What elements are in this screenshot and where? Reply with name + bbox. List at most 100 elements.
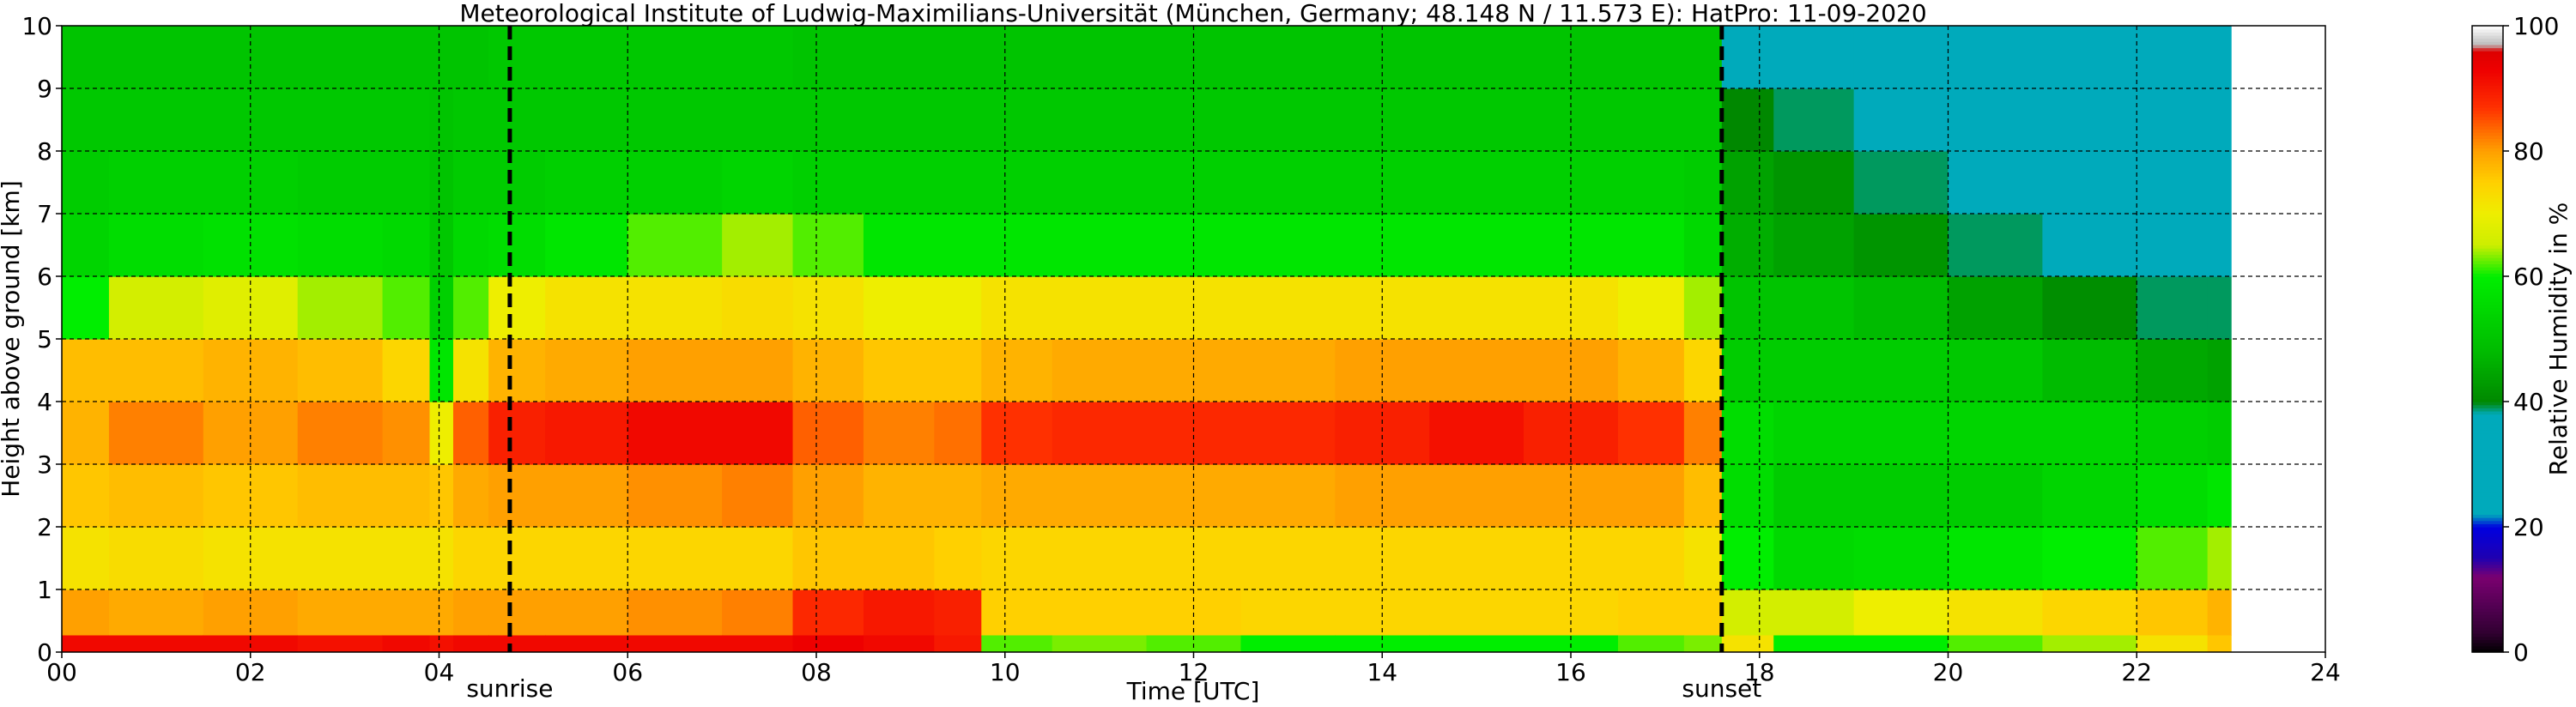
rh-cell	[1721, 214, 1774, 277]
colorbar-segment	[2472, 592, 2503, 596]
colorbar-segment	[2472, 630, 2503, 634]
colorbar-segment	[2472, 116, 2503, 121]
rh-cell	[108, 634, 204, 652]
colorbar-segment	[2472, 32, 2503, 36]
rh-cell	[2207, 276, 2232, 340]
y-tick-label: 5	[37, 325, 52, 354]
colorbar-segment	[2472, 423, 2503, 427]
rh-cell	[1335, 402, 1430, 465]
rh-cell	[863, 88, 935, 152]
rh-cell	[627, 402, 723, 465]
rh-cell	[382, 339, 431, 402]
colorbar-segment	[2472, 288, 2503, 293]
colorbar-segment	[2472, 624, 2503, 628]
rh-cell	[62, 339, 110, 402]
rh-cell	[545, 276, 628, 340]
colorbar-segment	[2472, 473, 2503, 478]
rh-cell	[722, 339, 794, 402]
x-tick-label: 02	[235, 658, 266, 686]
rh-cell	[452, 214, 489, 277]
colorbar-tick-label: 80	[2513, 137, 2544, 166]
rh-cell	[2207, 527, 2232, 590]
colorbar-segment	[2472, 132, 2503, 136]
colorbar-segment	[2472, 620, 2503, 625]
rh-cell	[1429, 402, 1524, 465]
colorbar-segment	[2472, 417, 2503, 421]
colorbar-segment	[2472, 129, 2503, 133]
colorbar-segment	[2472, 505, 2503, 509]
colorbar-segment	[2472, 436, 2503, 440]
rh-cell	[429, 589, 454, 636]
rh-cell	[429, 339, 454, 402]
rh-cell	[792, 464, 864, 528]
colorbar-segment	[2472, 548, 2503, 553]
colorbar-segment	[2472, 495, 2503, 499]
colorbar-segment	[2472, 558, 2503, 562]
colorbar-segment	[2472, 263, 2503, 268]
rh-cell	[627, 26, 723, 89]
colorbar-segment	[2472, 313, 2503, 318]
rh-cell	[2137, 276, 2209, 340]
rh-cell	[545, 589, 628, 636]
rh-cell	[2137, 214, 2209, 277]
colorbar-segment	[2472, 285, 2503, 290]
rh-cell	[1683, 634, 1723, 652]
rh-cell	[1721, 276, 1774, 340]
y-tick-label: 2	[37, 513, 52, 541]
rh-cell	[1683, 589, 1723, 636]
colorbar-segment	[2472, 571, 2503, 575]
colorbar-segment	[2472, 395, 2503, 399]
rh-cell	[1683, 276, 1723, 340]
colorbar-segment	[2472, 60, 2503, 64]
rh-cell	[981, 402, 1053, 465]
rh-cell	[1948, 151, 2043, 215]
rh-cell	[1240, 339, 1336, 402]
rh-cell	[1721, 151, 1774, 215]
colorbar-segment	[2472, 464, 2503, 468]
rh-cell	[863, 464, 935, 528]
rh-cell	[203, 402, 299, 465]
colorbar-segment	[2472, 517, 2503, 522]
colorbar-segment	[2472, 486, 2503, 490]
colorbar-segment	[2472, 97, 2503, 102]
colorbar-segment	[2472, 577, 2503, 581]
rh-cell	[1948, 276, 2043, 340]
rh-cell	[429, 276, 454, 340]
rh-cell	[1429, 339, 1524, 402]
colorbar-segment	[2472, 239, 2503, 243]
rh-cell	[382, 214, 431, 277]
colorbar-segment	[2472, 605, 2503, 609]
rh-cell	[1721, 26, 1774, 89]
colorbar-segment	[2472, 354, 2503, 359]
rh-cell	[1052, 464, 1148, 528]
rh-cell	[488, 151, 546, 215]
rh-cell	[488, 339, 546, 402]
colorbar-segment	[2472, 34, 2503, 39]
y-tick-label: 1	[37, 576, 52, 604]
rh-cell	[934, 26, 982, 89]
rh-cell	[1240, 151, 1336, 215]
rh-cell	[1429, 88, 1524, 152]
rh-cell	[1617, 26, 1685, 89]
rh-cell	[488, 464, 546, 528]
rh-cell	[545, 88, 628, 152]
rh-cell	[452, 589, 489, 636]
rh-cell	[1853, 88, 1949, 152]
rh-cell	[2042, 88, 2137, 152]
rh-cell	[1524, 634, 1619, 652]
colorbar-segment	[2472, 492, 2503, 497]
rh-cell	[1683, 88, 1723, 152]
rh-cell	[1052, 276, 1148, 340]
colorbar-segment	[2472, 69, 2503, 74]
colorbar-segment	[2472, 166, 2503, 171]
colorbar-segment	[2472, 28, 2503, 33]
y-tick-label: 3	[37, 450, 52, 479]
rh-cell	[1429, 589, 1524, 636]
colorbar-segment	[2472, 345, 2503, 349]
colorbar-segment	[2472, 370, 2503, 374]
colorbar-segment	[2472, 248, 2503, 252]
rh-cell	[1617, 88, 1685, 152]
colorbar-segment	[2472, 292, 2503, 296]
colorbar-segment	[2472, 104, 2503, 108]
